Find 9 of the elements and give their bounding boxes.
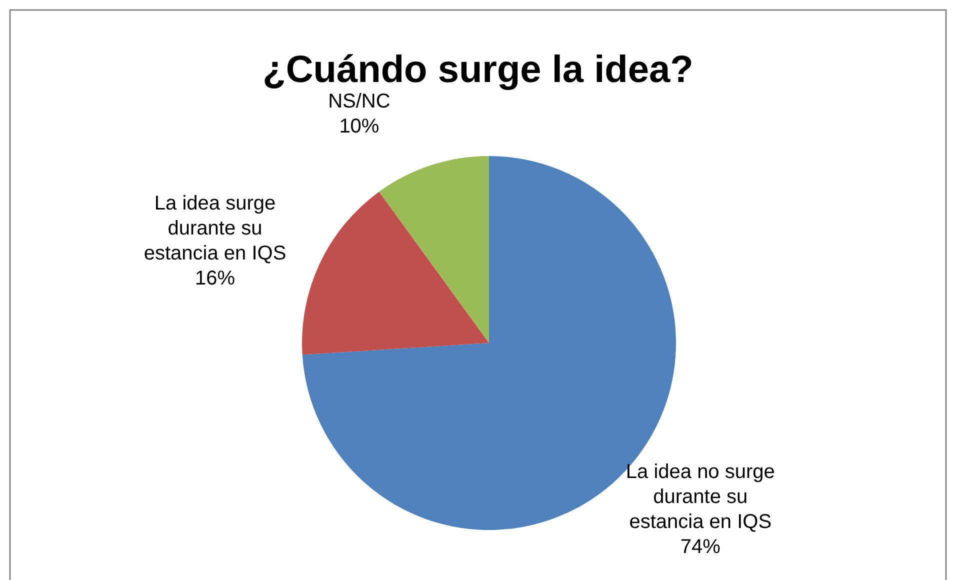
data-label: 10% bbox=[339, 115, 380, 138]
data-label: 74% bbox=[680, 536, 721, 558]
pie-slice bbox=[302, 192, 489, 355]
chart-title: ¿Cuándo surge la idea? bbox=[262, 49, 694, 91]
slice-label: La idea surge durante su estancia en IQS bbox=[144, 192, 286, 264]
data-label: 16% bbox=[195, 267, 236, 290]
pie-slice bbox=[379, 156, 489, 343]
slice-label: NS/NC bbox=[328, 90, 390, 112]
slice-label: La idea no surge durante su estancia en IQS bbox=[626, 461, 775, 534]
